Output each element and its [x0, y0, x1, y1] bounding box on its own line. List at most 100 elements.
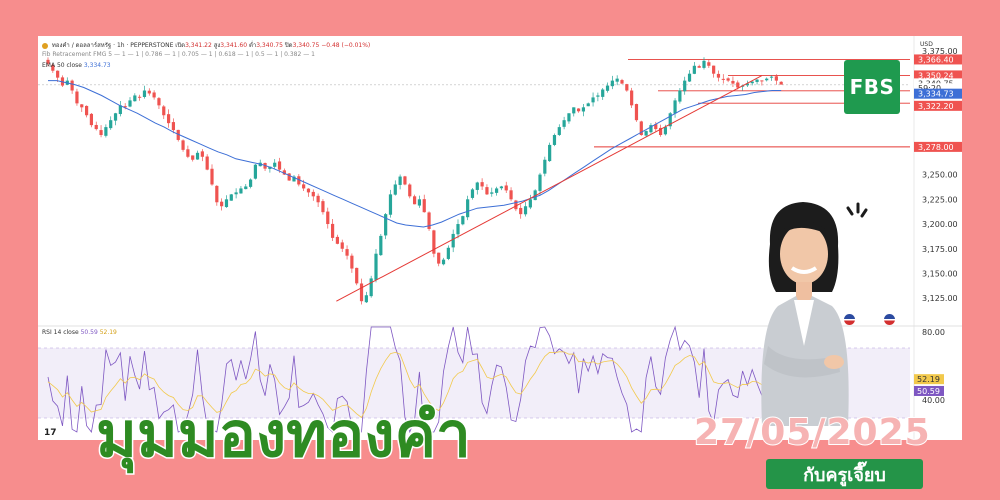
- candle-body: [186, 149, 190, 157]
- close-value: 3,340.75: [292, 42, 320, 49]
- currency-label[interactable]: USD: [920, 41, 933, 48]
- rsi-tick-label: 40.00: [922, 396, 945, 405]
- candle-body: [374, 253, 378, 280]
- date-label: 27/05/2025: [693, 411, 931, 454]
- candle-body: [297, 176, 301, 185]
- candle-body: [601, 89, 605, 97]
- candle-body: [215, 185, 219, 203]
- candle-body: [649, 125, 653, 133]
- rsi-tag-label: 50.59: [917, 387, 940, 396]
- rsi-ma-line: [47, 351, 782, 419]
- candle-body: [760, 80, 764, 82]
- price-tag: [914, 88, 962, 99]
- candle-body: [552, 135, 557, 145]
- candle-body: [142, 90, 147, 97]
- us-flag-icon[interactable]: [884, 314, 895, 325]
- price-tag: [914, 83, 962, 94]
- candle-body: [663, 127, 668, 135]
- candle-body: [311, 191, 315, 197]
- candle-body: [191, 155, 195, 160]
- candle-body: [712, 65, 716, 74]
- price-tag: [914, 141, 962, 152]
- rsi-legend[interactable]: RSI 14 close 50.59 52.19: [42, 329, 117, 336]
- low-label: ต่ำ: [248, 42, 257, 49]
- candle-body: [765, 78, 769, 81]
- price-tag-label: 3,366.40: [918, 55, 954, 64]
- candle-body: [364, 295, 368, 303]
- us-flag-icon[interactable]: [844, 314, 855, 325]
- candle-body: [519, 207, 523, 215]
- candle-body: [350, 255, 354, 269]
- candle-body: [200, 151, 204, 157]
- candle-body: [494, 188, 499, 193]
- ema-value: 3,334.73: [83, 62, 111, 69]
- candle-body: [359, 283, 364, 302]
- candle-body: [412, 196, 417, 205]
- candle-body: [654, 124, 658, 130]
- teacher-name-badge[interactable]: กับครูเจี๊ยบ: [766, 459, 923, 489]
- y-tick-label: 3,375.00: [922, 47, 958, 56]
- candle-body: [181, 140, 185, 150]
- candle-body: [282, 170, 286, 175]
- candle-body: [340, 242, 344, 249]
- candle-body: [567, 113, 571, 122]
- change-value: −0.48 (−0.01%): [321, 42, 371, 49]
- price-tag: [914, 54, 962, 65]
- rsi-tick-label: 80.00: [922, 328, 945, 337]
- candle-body: [485, 187, 489, 195]
- candle-body: [287, 173, 291, 181]
- candle-body: [244, 186, 248, 190]
- candle-body: [490, 192, 494, 194]
- open-label: เปิด: [175, 42, 186, 49]
- fib-legend[interactable]: Fib Retracement FMG 5 — 1 — 1 | 0.786 — …: [42, 51, 315, 58]
- candle-body: [176, 129, 180, 140]
- ema-line: [48, 80, 782, 228]
- candle-body: [456, 224, 460, 235]
- candle-body: [388, 194, 393, 215]
- candle-body: [46, 59, 50, 64]
- candle-body: [398, 176, 402, 185]
- candle-body: [745, 83, 750, 86]
- tradingview-logo[interactable]: 17: [44, 428, 57, 438]
- price-tag: [914, 70, 962, 81]
- candle-body: [562, 120, 566, 127]
- candle-body: [253, 164, 258, 179]
- candle-body: [702, 60, 706, 68]
- candle-body: [504, 185, 508, 191]
- candle-body: [166, 114, 171, 124]
- candle-body: [277, 161, 282, 170]
- candle-body: [118, 105, 122, 115]
- rsi-label: RSI 14 close: [42, 329, 79, 336]
- candle-body: [248, 179, 253, 187]
- rsi-value-1: 50.59: [80, 329, 98, 336]
- candle-body: [634, 104, 639, 121]
- candle-body: [721, 78, 725, 80]
- candle-body: [80, 104, 84, 108]
- y-tick-label: 3,200.00: [922, 220, 958, 229]
- candle-body: [625, 84, 629, 91]
- candle-body: [403, 176, 407, 185]
- candle-body: [345, 249, 349, 256]
- y-tick-label: 3,125.00: [922, 294, 958, 303]
- candle-body: [94, 124, 98, 130]
- candle-body: [441, 259, 446, 265]
- candle-body: [687, 73, 692, 82]
- rsi-tag-label: 52.19: [917, 375, 940, 384]
- candle-body: [750, 81, 754, 84]
- candle-body: [557, 127, 561, 135]
- ema-legend[interactable]: EMA 50 close 3,334.73: [42, 62, 111, 69]
- sparkle-icon: [846, 202, 868, 218]
- candle-body: [99, 130, 103, 136]
- candle-body: [683, 80, 687, 92]
- candle-body: [229, 194, 233, 201]
- candle-body: [446, 247, 450, 259]
- candle-body: [432, 230, 436, 254]
- candle-body: [147, 90, 151, 94]
- candle-body: [736, 82, 740, 88]
- candle-body: [393, 184, 397, 195]
- candle-body: [224, 199, 229, 208]
- candle-body: [56, 70, 60, 78]
- candle-body: [451, 233, 455, 248]
- y-tick-label: 3,225.00: [922, 195, 958, 204]
- candle-body: [620, 80, 624, 84]
